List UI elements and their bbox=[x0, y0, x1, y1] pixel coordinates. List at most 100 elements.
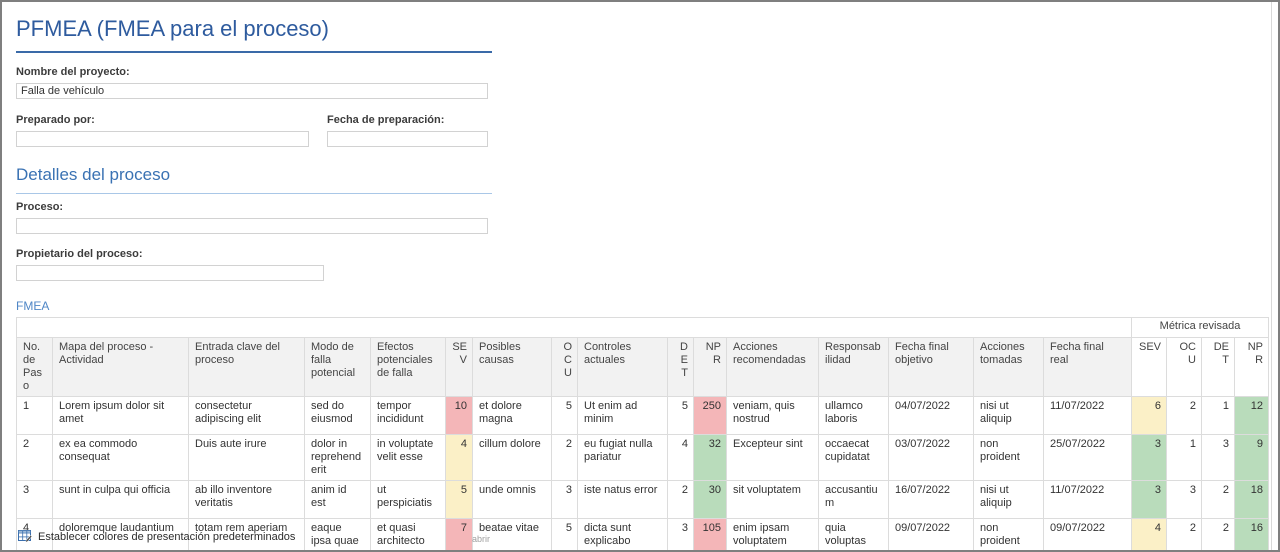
cell-ocu[interactable]: 3 bbox=[551, 479, 578, 519]
cell-efectos[interactable]: ut perspiciatis bbox=[370, 479, 446, 519]
cell-det[interactable]: 4 bbox=[667, 433, 694, 481]
cell-fecha_obj[interactable]: 03/07/2022 bbox=[888, 433, 974, 481]
prep-date-input[interactable] bbox=[327, 131, 488, 147]
col-header-sev2: SEV bbox=[1131, 337, 1167, 397]
cell-resp[interactable]: quia voluptas bbox=[818, 517, 889, 550]
cell-acciones[interactable]: enim ipsam voluptatem bbox=[726, 517, 819, 550]
process-details-title: Detalles del proceso bbox=[16, 165, 171, 184]
cell-acciones[interactable]: Excepteur sint bbox=[726, 433, 819, 481]
cell-sev[interactable]: 4 bbox=[445, 433, 473, 481]
cell-entrada[interactable]: totam rem aperiam bbox=[188, 517, 305, 550]
cell-ocu2[interactable]: 3 bbox=[1166, 479, 1202, 519]
cell-sev2[interactable]: 3 bbox=[1131, 433, 1167, 481]
cell-fecha_real[interactable]: 11/07/2022 bbox=[1043, 395, 1132, 435]
cell-det[interactable]: 5 bbox=[667, 395, 694, 435]
set-default-colors-label: Establecer colores de presentación prede… bbox=[38, 530, 296, 543]
open-link[interactable]: abrir bbox=[472, 534, 491, 544]
prep-date-label: Fecha de preparación: bbox=[327, 114, 445, 126]
content-right-border bbox=[1271, 2, 1272, 550]
cell-actividad[interactable]: doloremque laudantium bbox=[52, 517, 189, 550]
cell-controles[interactable]: Ut enim ad minim bbox=[577, 395, 668, 435]
cell-npr2[interactable]: 12 bbox=[1233, 395, 1270, 435]
cell-modo[interactable]: dolor in reprehenderit bbox=[304, 433, 371, 481]
cell-acciones[interactable]: sit voluptatem bbox=[726, 479, 819, 519]
cell-det[interactable]: 2 bbox=[667, 479, 694, 519]
cell-controles[interactable]: dicta sunt explicabo bbox=[577, 517, 668, 550]
cell-no[interactable]: 3 bbox=[16, 479, 53, 519]
revised-metric-group-header: Métrica revisada bbox=[1130, 317, 1270, 338]
project-name-input[interactable] bbox=[16, 83, 488, 99]
column-header-row: No. de Paso Mapa del proceso - Actividad E… bbox=[16, 337, 1270, 397]
cell-npr2[interactable]: 18 bbox=[1233, 479, 1270, 519]
cell-causas[interactable]: unde omnis bbox=[472, 479, 552, 519]
cell-det2[interactable]: 1 bbox=[1201, 395, 1235, 435]
cell-resp[interactable]: occaecat cupidatat bbox=[818, 433, 889, 481]
cell-controles[interactable]: eu fugiat nulla pariatur bbox=[577, 433, 668, 481]
cell-npr[interactable]: 32 bbox=[693, 433, 727, 481]
cell-npr[interactable]: 250 bbox=[693, 395, 727, 435]
cell-no[interactable]: 1 bbox=[16, 395, 53, 435]
cell-npr2[interactable]: 16 bbox=[1233, 517, 1270, 550]
cell-actividad[interactable]: Lorem ipsum dolor sit amet bbox=[52, 395, 189, 435]
cell-ocu[interactable]: 5 bbox=[551, 517, 578, 550]
cell-efectos[interactable]: et quasi architecto bbox=[370, 517, 446, 550]
cell-acciones[interactable]: veniam, quis nostrud bbox=[726, 395, 819, 435]
cell-modo[interactable]: sed do eiusmod bbox=[304, 395, 371, 435]
cell-efectos[interactable]: in voluptate velit esse bbox=[370, 433, 446, 481]
cell-det[interactable]: 3 bbox=[667, 517, 694, 550]
col-header-det2: DET bbox=[1201, 337, 1235, 397]
cell-efectos[interactable]: tempor incididunt bbox=[370, 395, 446, 435]
cell-fecha_obj[interactable]: 09/07/2022 bbox=[888, 517, 974, 550]
cell-fecha_obj[interactable]: 16/07/2022 bbox=[888, 479, 974, 519]
cell-acc_tomadas[interactable]: non proident bbox=[973, 433, 1044, 481]
set-default-colors-button[interactable]: Establecer colores de presentación prede… bbox=[18, 530, 295, 543]
cell-sev2[interactable]: 3 bbox=[1131, 479, 1167, 519]
cell-npr2[interactable]: 9 bbox=[1233, 433, 1270, 481]
cell-ocu2[interactable]: 2 bbox=[1166, 395, 1202, 435]
cell-det2[interactable]: 2 bbox=[1201, 479, 1235, 519]
cell-resp[interactable]: accusantium bbox=[818, 479, 889, 519]
cell-causas[interactable]: et dolore magna bbox=[472, 395, 552, 435]
cell-sev[interactable]: 5 bbox=[445, 479, 473, 519]
prepared-by-input[interactable] bbox=[16, 131, 309, 147]
cell-fecha_real[interactable]: 09/07/2022 bbox=[1043, 517, 1132, 550]
process-input[interactable] bbox=[16, 218, 488, 234]
cell-ocu2[interactable]: 1 bbox=[1166, 433, 1202, 481]
cell-sev[interactable]: 10 bbox=[445, 395, 473, 435]
cell-sev2[interactable]: 4 bbox=[1131, 517, 1167, 550]
cell-acc_tomadas[interactable]: nisi ut aliquip bbox=[973, 479, 1044, 519]
cell-fecha_real[interactable]: 11/07/2022 bbox=[1043, 479, 1132, 519]
cell-det2[interactable]: 2 bbox=[1201, 517, 1235, 550]
cell-sev[interactable]: 7 bbox=[445, 517, 473, 550]
cell-causas[interactable]: beatae vitae bbox=[472, 517, 552, 550]
cell-ocu[interactable]: 2 bbox=[551, 433, 578, 481]
cell-ocu[interactable]: 5 bbox=[551, 395, 578, 435]
prepared-by-label: Preparado por: bbox=[16, 114, 95, 126]
cell-entrada[interactable]: ab illo inventore veritatis bbox=[188, 479, 305, 519]
cell-fecha_real[interactable]: 25/07/2022 bbox=[1043, 433, 1132, 481]
cell-actividad[interactable]: ex ea commodo consequat bbox=[52, 433, 189, 481]
cell-entrada[interactable]: consectetur adipiscing elit bbox=[188, 395, 305, 435]
table-edit-icon bbox=[18, 530, 32, 543]
cell-no[interactable]: 4 bbox=[16, 517, 53, 550]
cell-acc_tomadas[interactable]: nisi ut aliquip bbox=[973, 395, 1044, 435]
cell-det2[interactable]: 3 bbox=[1201, 433, 1235, 481]
cell-controles[interactable]: iste natus error bbox=[577, 479, 668, 519]
col-header-npr: NPR bbox=[693, 337, 727, 397]
cell-no[interactable]: 2 bbox=[16, 433, 53, 481]
cell-modo[interactable]: eaque ipsa quae bbox=[304, 517, 371, 550]
cell-acc_tomadas[interactable]: non proident bbox=[973, 517, 1044, 550]
fmea-row: 2 ex ea commodo consequat Duis aute irure d… bbox=[16, 433, 1270, 481]
cell-fecha_obj[interactable]: 04/07/2022 bbox=[888, 395, 974, 435]
cell-npr[interactable]: 30 bbox=[693, 479, 727, 519]
cell-modo[interactable]: anim id est bbox=[304, 479, 371, 519]
cell-ocu2[interactable]: 2 bbox=[1166, 517, 1202, 550]
process-owner-input[interactable] bbox=[16, 265, 324, 281]
cell-actividad[interactable]: sunt in culpa qui officia bbox=[52, 479, 189, 519]
cell-npr[interactable]: 105 bbox=[693, 517, 727, 550]
cell-entrada[interactable]: Duis aute irure bbox=[188, 433, 305, 481]
cell-causas[interactable]: cillum dolore bbox=[472, 433, 552, 481]
fmea-table-body: 1 Lorem ipsum dolor sit amet consectetur a… bbox=[16, 395, 1270, 550]
cell-resp[interactable]: ullamco laboris bbox=[818, 395, 889, 435]
cell-sev2[interactable]: 6 bbox=[1131, 395, 1167, 435]
